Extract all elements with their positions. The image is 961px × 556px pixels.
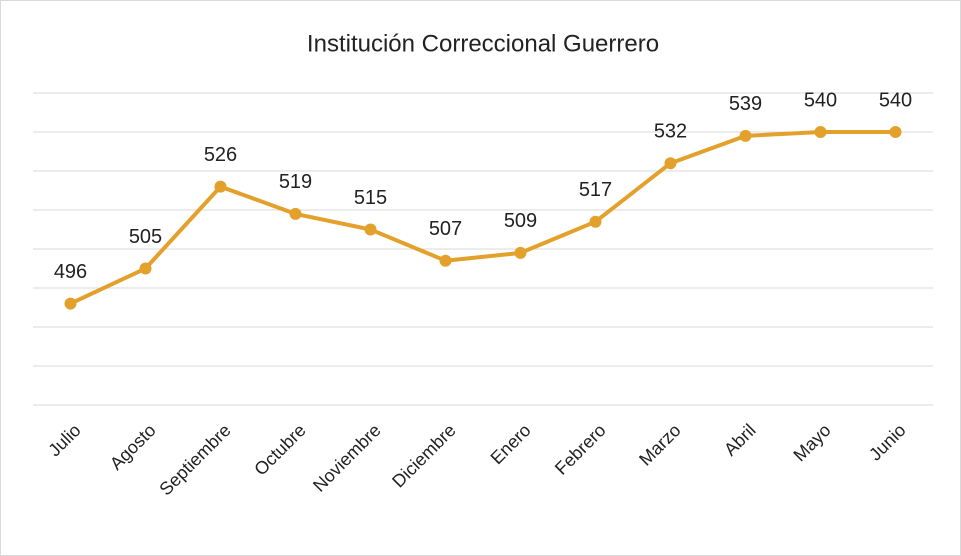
data-label: 509	[504, 210, 537, 232]
line	[69, 130, 896, 306]
point	[889, 126, 902, 138]
point	[739, 129, 752, 142]
data-label: 507	[429, 218, 462, 240]
point	[514, 246, 527, 259]
data-label: 539	[729, 93, 762, 115]
point	[664, 157, 677, 170]
data-label: 496	[54, 261, 87, 283]
point	[814, 126, 827, 138]
chart-title: Institución Correccional Guerrero	[307, 30, 659, 57]
point	[289, 207, 302, 220]
point	[139, 262, 152, 275]
point	[439, 254, 452, 267]
data-label: 526	[204, 144, 237, 166]
point	[64, 297, 77, 310]
data-label: 505	[129, 226, 162, 248]
data-label: 515	[354, 187, 387, 209]
data-label: 540	[879, 89, 912, 111]
point	[589, 215, 602, 228]
data-label: 519	[279, 171, 312, 193]
data-label: 532	[654, 120, 687, 142]
point	[364, 223, 377, 236]
point	[214, 180, 227, 193]
data-label: 540	[804, 89, 837, 111]
data-label: 517	[579, 179, 612, 201]
